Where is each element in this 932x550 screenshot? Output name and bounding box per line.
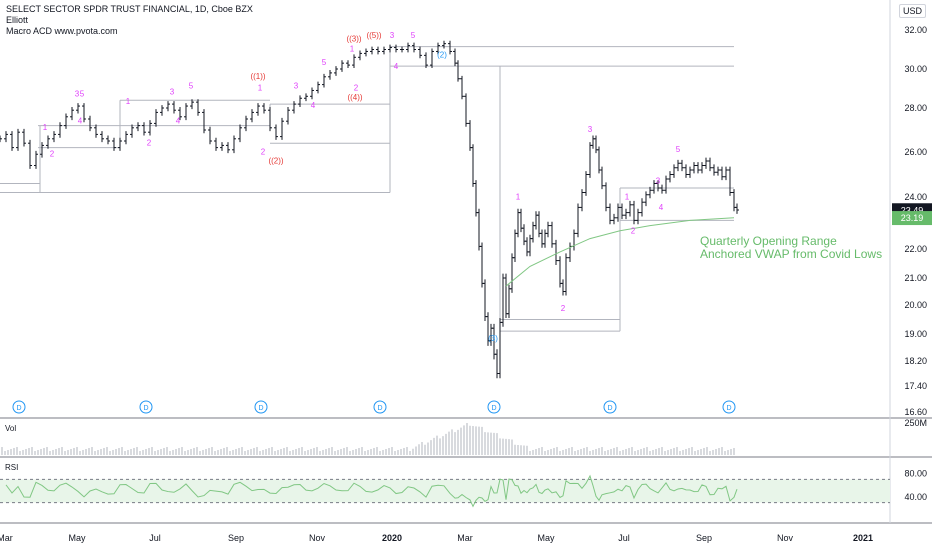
volume-axis-label: 250M bbox=[904, 418, 927, 428]
price-axis-label: 32.00 bbox=[904, 25, 927, 35]
dividend-marker bbox=[12, 400, 26, 414]
wave-label: 5 bbox=[189, 82, 194, 91]
wave-label: 2 bbox=[261, 147, 266, 156]
rsi-line bbox=[5, 474, 738, 508]
wave-label: ((4)) bbox=[347, 93, 362, 102]
wave-label: 4 bbox=[176, 116, 181, 125]
rsi-band bbox=[0, 479, 890, 503]
wave-label: 3 bbox=[75, 89, 80, 98]
currency-button[interactable]: USD bbox=[898, 4, 926, 18]
wave-label: 1 bbox=[625, 193, 630, 202]
price-axis-label: 18.20 bbox=[904, 356, 927, 366]
chart-title: SELECT SECTOR SPDR TRUST FINANCIAL, 1D, … bbox=[6, 4, 253, 14]
dividend-marker bbox=[487, 400, 501, 414]
x-axis-label: Nov bbox=[777, 533, 794, 543]
indicator-elliott: Elliott bbox=[6, 15, 29, 25]
price-axis-label: 17.40 bbox=[904, 381, 927, 391]
dividend-marker bbox=[603, 400, 617, 414]
wave-label: ((2)) bbox=[268, 156, 283, 165]
x-axis-label: Nov bbox=[309, 533, 326, 543]
rsi-label: RSI bbox=[5, 463, 18, 472]
wave-label: 3 bbox=[656, 177, 661, 186]
wave-label: 3 bbox=[170, 87, 175, 96]
rsi-axis-label: 40.00 bbox=[904, 492, 927, 502]
wave-label: 4 bbox=[311, 101, 316, 110]
price-axis-label: 22.00 bbox=[904, 244, 927, 254]
x-axis-label: Jul bbox=[618, 533, 630, 543]
wave-label: 5 bbox=[676, 145, 681, 154]
indicator-macro-acd: Macro ACD www.pvota.com bbox=[6, 26, 118, 36]
price-axis-label: 21.00 bbox=[904, 273, 927, 283]
x-axis-label: Sep bbox=[228, 533, 244, 543]
dividend-marker-label: D bbox=[258, 405, 263, 412]
wave-label: 3 bbox=[390, 31, 395, 40]
price-axis-label: 26.00 bbox=[904, 147, 927, 157]
dividend-marker-label: D bbox=[491, 405, 496, 412]
x-axis-label: Mar bbox=[0, 533, 13, 543]
price-marker bbox=[892, 211, 932, 226]
wave-label: 1 bbox=[43, 123, 48, 132]
wave-label: 5 bbox=[322, 58, 327, 67]
dividend-marker bbox=[254, 400, 268, 414]
dividend-marker-label: D bbox=[143, 405, 148, 412]
wave-label: 3 bbox=[588, 125, 593, 134]
wave-label: 4 bbox=[394, 62, 399, 71]
dividend-marker bbox=[373, 400, 387, 414]
wave-label: 4 bbox=[78, 116, 83, 125]
wave-label: ((1)) bbox=[250, 72, 265, 81]
annotation-anchored-vwap: Anchored VWAP from Covid Lows bbox=[700, 247, 883, 261]
wave-label: ((5)) bbox=[366, 31, 381, 40]
x-axis-label: Jul bbox=[149, 533, 161, 543]
wave-label: (2) bbox=[437, 50, 447, 59]
price-axis-label: 20.00 bbox=[904, 300, 927, 310]
x-axis-label: May bbox=[68, 533, 86, 543]
x-axis-label: 2021 bbox=[853, 533, 873, 543]
wave-label: 5 bbox=[80, 89, 85, 98]
dividend-marker-label: D bbox=[377, 405, 382, 412]
wave-label: 4 bbox=[659, 203, 664, 212]
price-axis-label: 19.00 bbox=[904, 329, 927, 339]
wave-label: 2 bbox=[354, 83, 359, 92]
wave-label: 2 bbox=[631, 226, 636, 235]
dividend-marker bbox=[139, 400, 153, 414]
wave-label: 2 bbox=[50, 150, 55, 159]
wave-label: ((3)) bbox=[346, 35, 361, 44]
dividend-marker-label: D bbox=[726, 405, 731, 412]
wave-label: 1 bbox=[126, 97, 131, 106]
anchored-vwap-line bbox=[505, 217, 735, 287]
x-axis-label: Sep bbox=[696, 533, 712, 543]
x-axis-label: Mar bbox=[457, 533, 473, 543]
wave-label: 5 bbox=[411, 31, 416, 40]
wave-label: (3) bbox=[488, 334, 498, 343]
wave-label: 2 bbox=[561, 304, 566, 313]
dividend-marker-label: D bbox=[16, 405, 21, 412]
wave-label: 3 bbox=[294, 82, 299, 91]
price-axis-label: 28.00 bbox=[904, 103, 927, 113]
wave-label: 1 bbox=[258, 83, 263, 92]
price-axis-label: 16.60 bbox=[904, 407, 927, 417]
price-marker-label: 23.49 bbox=[901, 205, 924, 215]
price-axis-label: 24.00 bbox=[904, 192, 927, 202]
wave-label: 1 bbox=[516, 193, 521, 202]
wave-label: 2 bbox=[147, 138, 152, 147]
annotation-opening-range: Quarterly Opening Range bbox=[700, 234, 837, 248]
rsi-axis-label: 80.00 bbox=[904, 469, 927, 479]
dividend-marker-label: D bbox=[607, 405, 612, 412]
price-marker-label: 23.19 bbox=[901, 213, 924, 223]
x-axis-label: May bbox=[537, 533, 555, 543]
price-axis-label: 30.00 bbox=[904, 64, 927, 74]
volume-label: Vol bbox=[5, 424, 16, 433]
wave-label: 1 bbox=[350, 44, 355, 53]
x-axis-label: 2020 bbox=[382, 533, 402, 543]
dividend-marker bbox=[722, 400, 736, 414]
